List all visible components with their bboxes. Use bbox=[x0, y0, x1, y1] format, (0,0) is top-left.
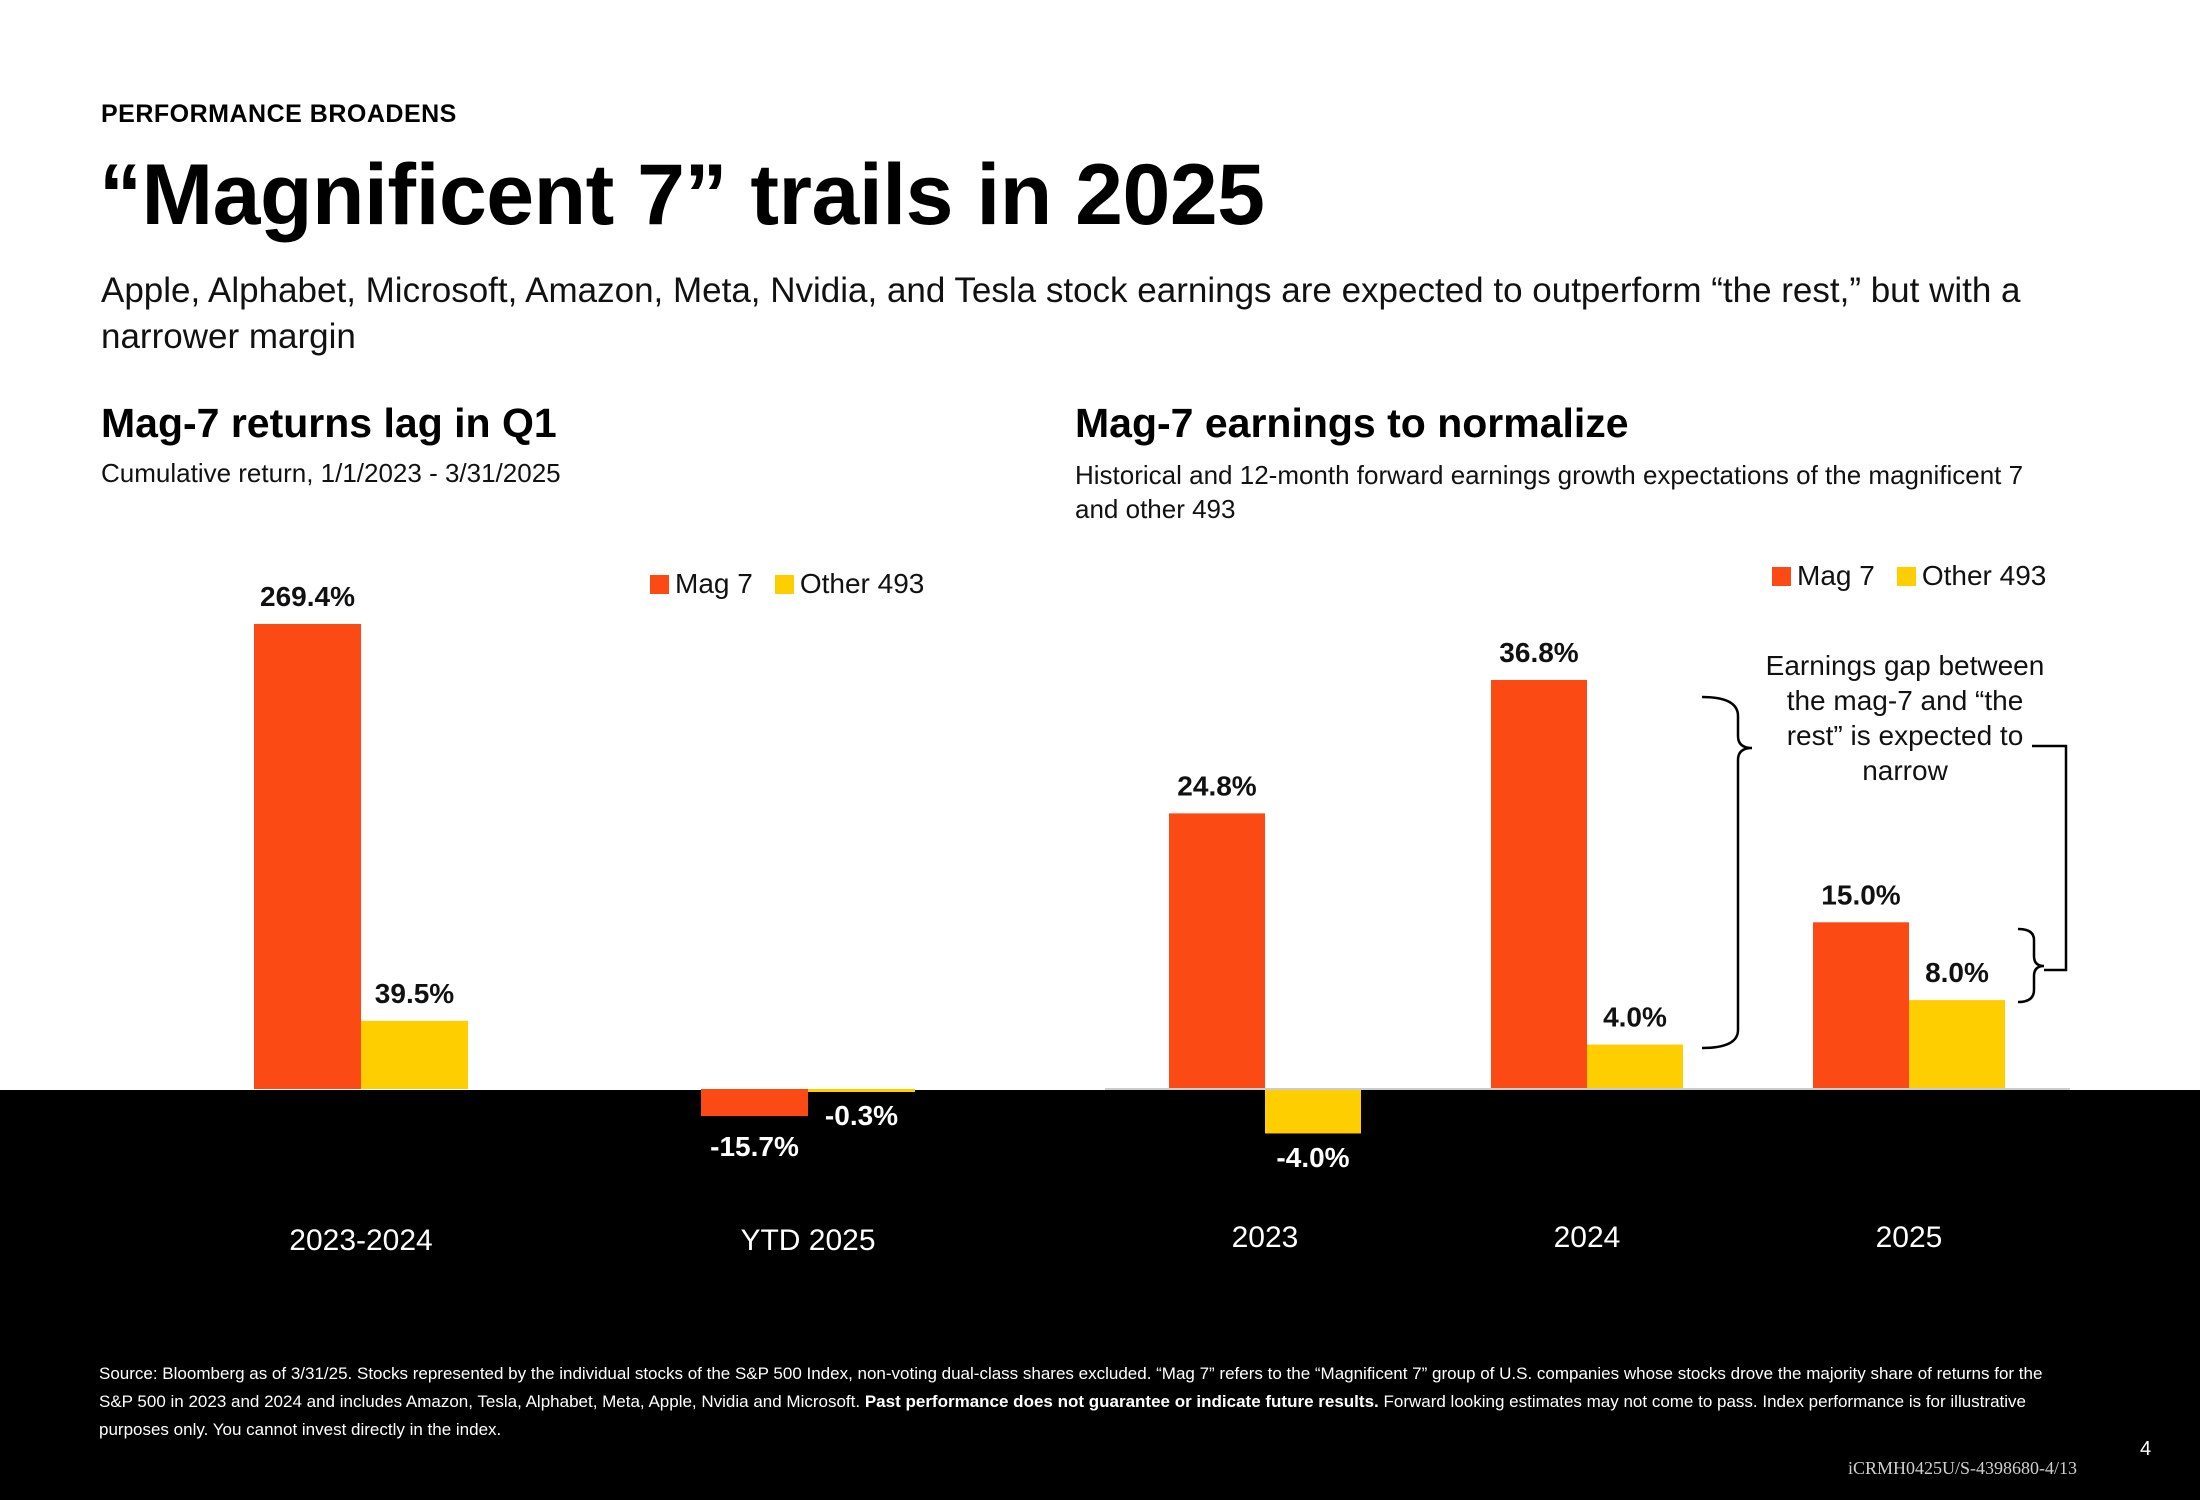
legend-item-mag7: Mag 7 bbox=[1772, 560, 1875, 592]
legend-swatch-mag7 bbox=[1772, 566, 1791, 586]
legend-label-mag7: Mag 7 bbox=[1797, 560, 1875, 591]
bar-other-2023 bbox=[1265, 1089, 1361, 1134]
data-label-mag7-2023: 24.8% bbox=[1177, 770, 1256, 801]
bar-mag7-2023-2024 bbox=[254, 624, 361, 1089]
annotation-connector bbox=[2032, 744, 2068, 972]
bar-other-ytd-2025 bbox=[808, 1089, 915, 1092]
left-bar-chart: 269.4% 39.5% 2023-2024 -15.7% -0.3% YTD 2025 bbox=[254, 581, 915, 1257]
category-label-2025: 2025 bbox=[1876, 1221, 1943, 1254]
bar-other-2024 bbox=[1587, 1044, 1683, 1089]
bracket-2024 bbox=[1701, 695, 1753, 1050]
right-legend: Mag 7 Other 493 bbox=[1772, 560, 2068, 592]
data-label-mag7-2024: 36.8% bbox=[1499, 637, 1578, 668]
bar-mag7-ytd-2025 bbox=[701, 1089, 808, 1117]
document-code: iCRMH0425U/S-4398680-4/13 bbox=[1848, 1458, 2078, 1478]
data-label-other-ytd-2025: -0.3% bbox=[825, 1100, 898, 1131]
footnote-bold: Past performance does not guarantee or i… bbox=[864, 1392, 1379, 1411]
category-label-ytd-2025: YTD 2025 bbox=[740, 1224, 875, 1257]
legend-swatch-other bbox=[774, 574, 794, 594]
legend-label-other: Other 493 bbox=[1921, 560, 2047, 591]
bar-other-2023-2024 bbox=[361, 1020, 468, 1089]
data-label-other-2023: -4.0% bbox=[1276, 1142, 1349, 1173]
footnote-part2: Forward looking estimates may not come t… bbox=[99, 1392, 2026, 1439]
bar-mag7-2023 bbox=[1169, 813, 1265, 1089]
data-label-other-2024: 4.0% bbox=[1603, 1002, 1667, 1033]
source-footnote: Source: Bloomberg as of 3/31/25. Stocks … bbox=[99, 1360, 2059, 1444]
left-chart-subtitle: Cumulative return, 1/1/2023 - 3/31/2025 bbox=[101, 458, 561, 488]
category-label-2024: 2024 bbox=[1554, 1221, 1621, 1254]
left-legend: Mag 7 Other 493 bbox=[650, 568, 946, 600]
legend-swatch-mag7 bbox=[650, 574, 669, 594]
bar-mag7-2025 bbox=[1813, 922, 1909, 1089]
bar-other-2025 bbox=[1909, 1000, 2005, 1089]
footnote-part1: Source: Bloomberg as of 3/31/25. Stocks … bbox=[99, 1364, 2043, 1411]
data-label-mag7-2023-2024: 269.4% bbox=[260, 581, 355, 612]
category-label-2023: 2023 bbox=[1232, 1221, 1299, 1254]
bar-mag7-2024 bbox=[1491, 680, 1587, 1089]
category-label-2023-2024: 2023-2024 bbox=[289, 1224, 432, 1257]
right-chart-title: Mag-7 earnings to normalize bbox=[1075, 400, 1629, 446]
legend-label-other: Other 493 bbox=[799, 568, 925, 599]
legend-item-other: Other 493 bbox=[1896, 560, 2047, 592]
right-chart-subtitle: Historical and 12-month forward earnings… bbox=[1075, 460, 2024, 524]
data-label-other-2023-2024: 39.5% bbox=[375, 978, 454, 1009]
left-chart-title: Mag-7 returns lag in Q1 bbox=[101, 400, 557, 446]
data-label-mag7-2025: 15.0% bbox=[1821, 879, 1900, 910]
data-label-mag7-ytd-2025: -15.7% bbox=[710, 1131, 799, 1162]
bracket-2025 bbox=[2017, 927, 2045, 1004]
legend-item-mag7: Mag 7 bbox=[650, 568, 753, 600]
data-label-other-2025: 8.0% bbox=[1925, 957, 1989, 988]
page-subtitle: Apple, Alphabet, Microsoft, Amazon, Meta… bbox=[101, 271, 2021, 356]
page-number: 4 bbox=[2140, 1438, 2152, 1460]
top-white-panel bbox=[0, 0, 2200, 1090]
eyebrow-label: PERFORMANCE BROADENS bbox=[101, 100, 457, 128]
legend-swatch-other bbox=[1896, 566, 1916, 586]
right-bar-chart: 24.8% -4.0% 2023 36.8% 4.0% 2024 15.0% 8.0% 2025 bbox=[1169, 637, 2005, 1254]
earnings-gap-annotation: Earnings gap between the mag-7 and “the … bbox=[1765, 650, 2045, 786]
page-title: “Magnificent 7” trails in 2025 bbox=[99, 147, 1265, 243]
legend-item-other: Other 493 bbox=[774, 568, 925, 600]
legend-label-mag7: Mag 7 bbox=[675, 568, 753, 599]
